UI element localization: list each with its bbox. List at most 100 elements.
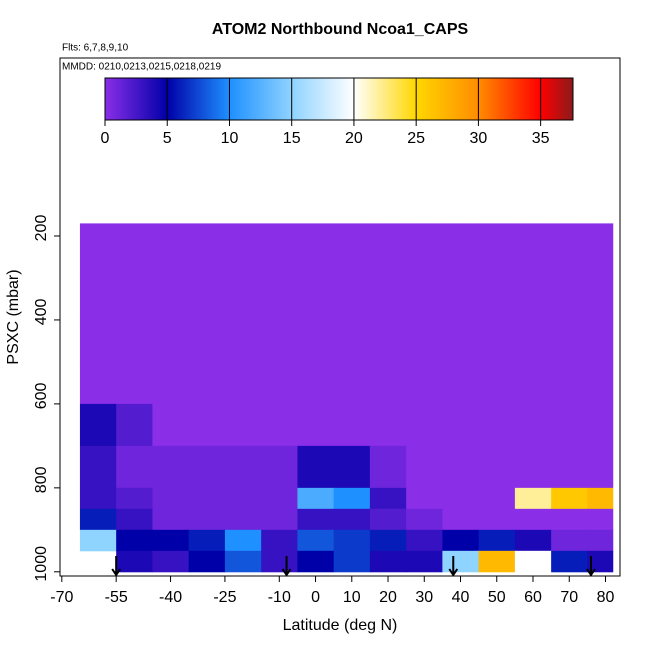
heat-cell xyxy=(406,361,443,405)
heat-cell xyxy=(297,403,335,447)
heat-cell xyxy=(406,550,443,573)
heat-cell xyxy=(116,487,153,510)
heat-cell xyxy=(116,277,153,321)
heat-cell xyxy=(587,508,614,531)
heat-cell xyxy=(224,550,262,573)
colorbar-tick-label: 20 xyxy=(345,130,363,147)
heat-cell xyxy=(224,487,262,510)
heat-cell xyxy=(79,223,117,279)
heat-cell xyxy=(587,403,614,447)
heat-cell xyxy=(152,487,190,510)
subtitle: Flts: 6,7,8,9,10 xyxy=(62,43,129,54)
heat-cell xyxy=(116,361,153,405)
heat-cell xyxy=(152,445,190,489)
heat-cell xyxy=(297,487,335,510)
heat-cell xyxy=(297,445,335,489)
heat-cell xyxy=(442,361,480,405)
heat-cell xyxy=(369,508,407,531)
heat-cell xyxy=(152,223,190,279)
x-tick-label: 60 xyxy=(524,589,542,606)
heat-cell xyxy=(369,319,407,363)
heat-cell xyxy=(333,319,371,363)
heat-cell xyxy=(369,277,407,321)
y-tick-label: 200 xyxy=(33,215,50,242)
heat-cell xyxy=(551,487,588,510)
heat-cell xyxy=(442,487,480,510)
arrow xyxy=(586,556,596,577)
heat-cell xyxy=(587,277,614,321)
heat-cell xyxy=(478,487,516,510)
heat-cell xyxy=(188,445,226,489)
heat-cell xyxy=(224,445,262,489)
heat-cell xyxy=(297,550,335,573)
colorbar-tick-label: 30 xyxy=(470,130,488,147)
heat-cell xyxy=(442,445,480,489)
heat-cell xyxy=(152,361,190,405)
heat-cell xyxy=(478,529,516,552)
heat-cell xyxy=(406,223,443,279)
y-tick-label: 800 xyxy=(33,466,50,493)
heat-cell xyxy=(369,550,407,573)
heat-cell xyxy=(261,550,298,573)
heat-cell xyxy=(478,361,516,405)
arrow xyxy=(111,556,122,577)
heat-cell xyxy=(442,529,480,552)
heat-cell xyxy=(406,487,443,510)
colorbar-tick-label: 35 xyxy=(532,130,550,147)
heat-cell xyxy=(551,319,588,363)
colorbar-tick-label: 5 xyxy=(163,130,172,147)
heat-cell xyxy=(261,445,298,489)
colorbar xyxy=(104,77,574,121)
heat-cell xyxy=(551,277,588,321)
heat-cell xyxy=(188,529,226,552)
heat-cell xyxy=(333,508,371,531)
x-tick-label: -25 xyxy=(213,589,236,606)
heat-cell xyxy=(514,403,552,447)
heat-cell xyxy=(261,529,298,552)
annotation: MMDD: 0210,0213,0215,0218,0219 xyxy=(62,62,221,73)
x-tick-label: 80 xyxy=(597,589,615,606)
colorbar-tick-label: 10 xyxy=(221,130,239,147)
heat-cell xyxy=(406,319,443,363)
x-tick-label: 20 xyxy=(379,589,397,606)
heat-cell xyxy=(79,403,117,447)
heat-cell xyxy=(514,445,552,489)
heat-cell xyxy=(406,403,443,447)
heat-cell xyxy=(551,508,588,531)
x-tick-label: 10 xyxy=(343,589,361,606)
heat-cell xyxy=(224,529,262,552)
heat-cell xyxy=(369,529,407,552)
plot-frame xyxy=(59,57,621,577)
heat-cell xyxy=(152,319,190,363)
heat-cell xyxy=(188,277,226,321)
heat-cell xyxy=(406,508,443,531)
heat-cell xyxy=(514,508,552,531)
heat-cell xyxy=(514,277,552,321)
heat-cell xyxy=(442,223,480,279)
heat-cell xyxy=(514,487,552,510)
heat-cell xyxy=(369,445,407,489)
heat-cell xyxy=(116,508,153,531)
heat-cell xyxy=(188,508,226,531)
heat-cell xyxy=(406,529,443,552)
heat-cell xyxy=(79,529,117,552)
heat-cell xyxy=(369,361,407,405)
x-tick-label: -55 xyxy=(105,589,128,606)
x-tick-label: -10 xyxy=(268,589,291,606)
heat-cell xyxy=(587,361,614,405)
heat-cell xyxy=(478,550,516,573)
heat-cell xyxy=(587,550,614,573)
heat-cell xyxy=(261,403,298,447)
heat-cell xyxy=(79,445,117,489)
heat-cell xyxy=(188,319,226,363)
heat-cell xyxy=(551,361,588,405)
heat-cell xyxy=(116,223,153,279)
colorbar-tick-label: 25 xyxy=(407,130,425,147)
heat-cell xyxy=(587,319,614,363)
heat-cell xyxy=(261,319,298,363)
heat-cell xyxy=(442,508,480,531)
arrow xyxy=(448,556,459,577)
heat-cell xyxy=(587,223,614,279)
x-tick-label: 40 xyxy=(452,589,470,606)
